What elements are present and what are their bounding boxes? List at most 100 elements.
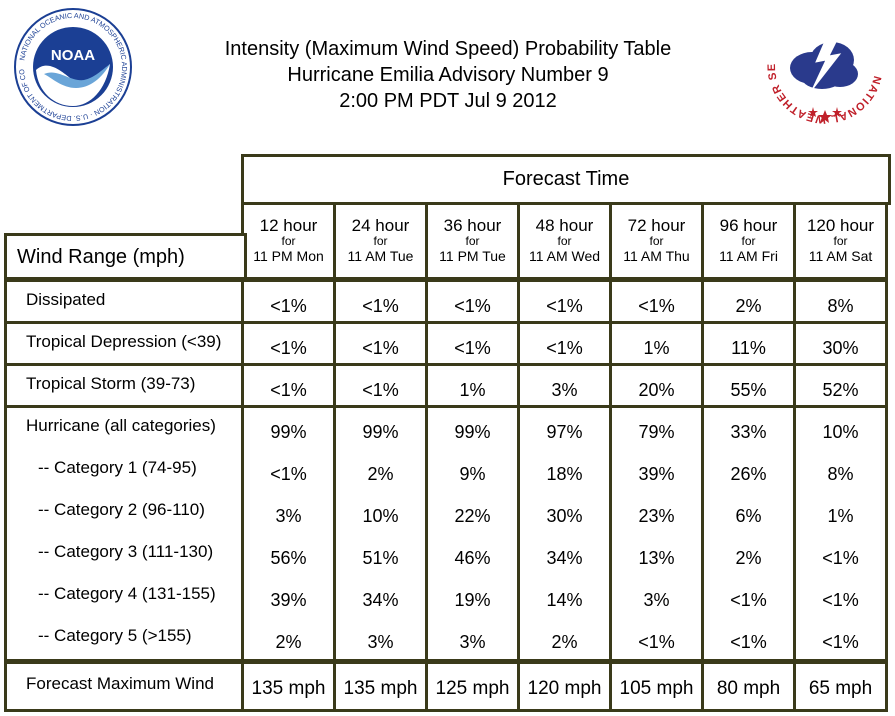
wind-range-label: Wind Range (mph) <box>17 246 185 268</box>
page-title: Intensity (Maximum Wind Speed) Probabili… <box>150 36 746 114</box>
table-cell: 30% <box>546 506 583 526</box>
table-cell: <1% <box>638 632 675 652</box>
max-wind-label-cell: Forecast Maximum Wind <box>4 661 247 712</box>
table-cell: 11% <box>731 338 766 358</box>
table-cell: <1% <box>546 338 583 358</box>
table-cell: 79% <box>638 422 675 442</box>
value-cell-group: 55% <box>701 363 796 408</box>
table-cell: 30% <box>822 338 859 358</box>
value-cell-group: 1% <box>425 363 520 408</box>
table-cell: 22% <box>454 506 491 526</box>
table-cell: 10% <box>362 506 399 526</box>
column-hours: 36 hour <box>443 216 502 235</box>
column-hours: 72 hour <box>627 216 686 235</box>
table-cell: 6% <box>735 506 762 526</box>
noaa-logo-text: NOAA <box>51 47 95 64</box>
table-cell: <1% <box>362 338 399 358</box>
row-label: Dissipated <box>26 290 106 309</box>
value-cell-group: 99% 2% 10% 51% 34% 3% <box>333 405 428 662</box>
value-cell-group: 3% <box>517 363 612 408</box>
column-for: for <box>649 234 664 248</box>
column-hours: 96 hour <box>719 216 778 235</box>
table-cell: 20% <box>638 380 675 400</box>
value-cell-group: 2% <box>701 279 796 324</box>
value-cell-group: 97% 18% 30% 34% 14% 2% <box>517 405 612 662</box>
value-cell-group: <1% <box>241 321 336 366</box>
table-cell: 56% <box>270 548 307 568</box>
row-label: Tropical Depression (<39) <box>26 332 222 351</box>
column-header: 12 hour for 11 PM Mon <box>241 202 336 280</box>
title-line-2: Hurricane Emilia Advisory Number 9 <box>287 64 609 86</box>
value-cell-group: 52% <box>793 363 888 408</box>
value-cell-group: <1% <box>609 279 704 324</box>
table-cell: <1% <box>546 296 583 316</box>
nws-logo: NATIONAL WEATHER SERVICE <box>766 6 882 125</box>
table-cell: 34% <box>546 548 583 568</box>
noaa-logo: NATIONAL OCEANIC AND ATMOSPHERIC ADMINIS… <box>14 8 132 126</box>
row-group-label: Tropical Depression (<39) <box>4 321 247 366</box>
max-wind-cell: 120 mph <box>517 661 612 712</box>
table-cell: 97% <box>546 422 583 442</box>
table-cell: <1% <box>454 296 491 316</box>
table-cell: <1% <box>270 464 307 484</box>
column-hours: 12 hour <box>259 216 318 235</box>
page-header: NATIONAL OCEANIC AND ATMOSPHERIC ADMINIS… <box>0 0 895 140</box>
table-cell: <1% <box>270 338 307 358</box>
table-cell: 2% <box>275 632 302 652</box>
column-when: 11 AM Wed <box>528 248 601 264</box>
max-wind-label: Forecast Maximum Wind <box>26 674 214 693</box>
table-cell: 1% <box>827 506 854 526</box>
table-cell: 2% <box>551 632 578 652</box>
value-cell-group: <1% <box>241 363 336 408</box>
table-cell: <1% <box>362 296 399 316</box>
table-cell: 3% <box>275 506 302 526</box>
wind-range-header: Wind Range (mph) <box>4 233 247 280</box>
value-cell-group: 99% <1% 3% 56% 39% 2% <box>241 405 336 662</box>
column-for: for <box>465 234 480 248</box>
table-cell: 1% <box>459 380 486 400</box>
column-for: for <box>833 234 848 248</box>
row-label: -- Category 2 (96-110) <box>38 500 205 519</box>
row-group-label: Tropical Storm (39-73) <box>4 363 247 408</box>
table-cell: 99% <box>454 422 491 442</box>
column-for: for <box>557 234 572 248</box>
max-wind-cell: 135 mph <box>241 661 336 712</box>
column-when: 11 PM Tue <box>439 248 506 264</box>
column-when: 11 AM Fri <box>719 248 778 264</box>
max-wind-value: 65 mph <box>808 678 873 699</box>
row-group-label: Dissipated <box>4 279 247 324</box>
table-cell: 3% <box>367 632 394 652</box>
column-header: 72 hour for 11 AM Thu <box>609 202 704 280</box>
value-cell-group: <1% <box>333 279 428 324</box>
row-label: -- Category 5 (>155) <box>38 626 192 645</box>
column-header: 96 hour for 11 AM Fri <box>701 202 796 280</box>
table-cell: 26% <box>730 464 767 484</box>
table-cell: 19% <box>454 590 491 610</box>
table-cell: 3% <box>643 590 670 610</box>
value-cell-group: 11% <box>701 321 796 366</box>
max-wind-value: 120 mph <box>527 678 602 699</box>
table-cell: 9% <box>459 464 486 484</box>
value-cell-group: 20% <box>609 363 704 408</box>
table-cell: <1% <box>270 380 307 400</box>
table-cell: 13% <box>638 548 675 568</box>
table-cell: 52% <box>822 380 859 400</box>
value-cell-group: <1% <box>517 321 612 366</box>
table-cell: <1% <box>638 296 675 316</box>
value-cell-group: <1% <box>425 279 520 324</box>
column-header: 48 hour for 11 AM Wed <box>517 202 612 280</box>
table-cell: 1% <box>643 338 670 358</box>
column-for: for <box>373 234 388 248</box>
value-cell-group: 79% 39% 23% 13% 3% <1% <box>609 405 704 662</box>
table-cell: <1% <box>454 338 491 358</box>
max-wind-cell: 125 mph <box>425 661 520 712</box>
column-header: 24 hour for 11 AM Tue <box>333 202 428 280</box>
title-line-1: Intensity (Maximum Wind Speed) Probabili… <box>224 38 672 60</box>
max-wind-cell: 105 mph <box>609 661 704 712</box>
table-cell: 8% <box>827 464 854 484</box>
table-cell: 2% <box>367 464 394 484</box>
column-hours: 48 hour <box>535 216 594 235</box>
column-for: for <box>281 234 296 248</box>
table-cell: 51% <box>362 548 399 568</box>
table-cell: 2% <box>735 548 762 568</box>
